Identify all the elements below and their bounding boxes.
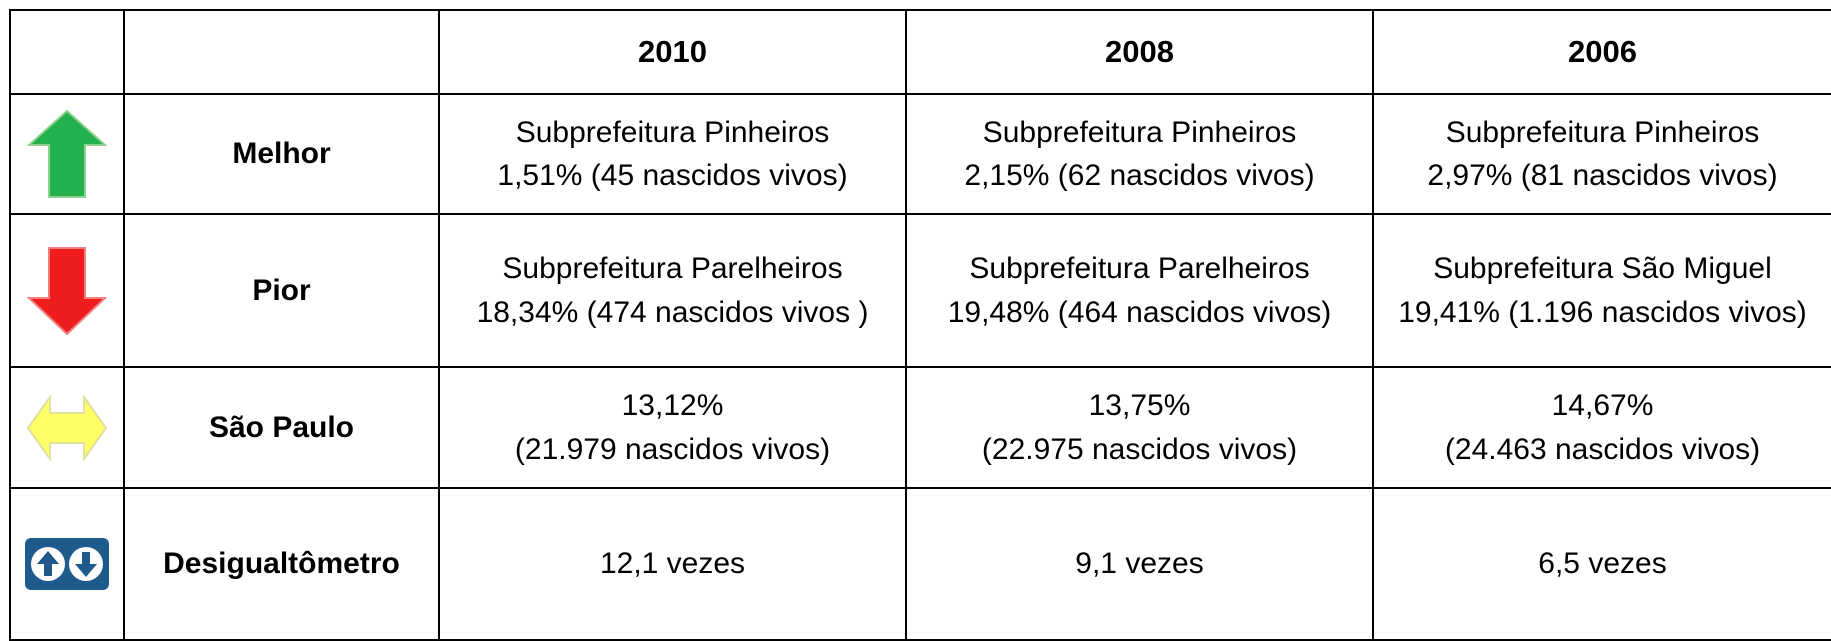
cell-line: (24.463 nascidos vivos)	[1444, 432, 1761, 466]
cell: 13,75% (22.975 nascidos vivos)	[905, 366, 1374, 489]
cell-line: 14,67%	[1551, 389, 1654, 422]
cell-line: 1,51% (45 nascidos vivos)	[497, 159, 848, 192]
row-label: Pior	[123, 213, 440, 368]
row: Desigualtômetro 12,1 vezes 9,1 vezes 6,5…	[9, 487, 1831, 641]
cell: 12,1 vezes	[438, 487, 907, 641]
header-cell: 2008	[905, 9, 1374, 95]
cell-line: 19,48% (464 nascidos vivos)	[947, 295, 1332, 329]
row-label: Melhor	[123, 93, 440, 215]
row: Melhor Subprefeitura Pinheiros 1,51% (45 …	[9, 93, 1831, 215]
cell-line: 13,12%	[621, 389, 724, 422]
icon-cell	[9, 366, 125, 489]
cell-line: 9,1 vezes	[1075, 547, 1204, 581]
cell: Subprefeitura São Miguel 19,41% (1.196 na…	[1372, 213, 1831, 368]
down-arrow-icon	[27, 246, 107, 335]
cell: Subprefeitura Parelheiros 19,48% (464 nas…	[905, 213, 1374, 368]
cell-line: 12,1 vezes	[599, 547, 746, 581]
up-arrow-icon	[27, 109, 107, 198]
cell-line: 2,15% (62 nascidos vivos)	[964, 159, 1315, 192]
cell: Subprefeitura Pinheiros 1,51% (45 nascido…	[438, 93, 907, 215]
header-row: 2010 2008 2006	[9, 9, 1831, 95]
cell: Subprefeitura Pinheiros 2,97% (81 nascido…	[1372, 93, 1831, 215]
cell-line: Subprefeitura Parelheiros	[502, 252, 843, 285]
cell-line: 6,5 vezes	[1538, 547, 1667, 581]
header-cell	[123, 9, 440, 95]
cell-line: 18,34% (474 nascidos vivos )	[476, 295, 869, 329]
icon-cell	[9, 93, 125, 215]
cell-line: Subprefeitura Pinheiros	[515, 115, 830, 149]
cell: 9,1 vezes	[905, 487, 1374, 641]
row: Pior Subprefeitura Parelheiros 18,34% (47…	[9, 213, 1831, 368]
cell: Subprefeitura Pinheiros 2,15% (62 nascido…	[905, 93, 1374, 215]
row-label: São Paulo	[123, 366, 440, 489]
header-cell	[9, 9, 125, 95]
cell-line: (21.979 nascidos vivos)	[514, 432, 831, 466]
cell-line: Subprefeitura Pinheiros	[1445, 115, 1760, 149]
inequality-icon	[25, 538, 109, 590]
cell-line: Subprefeitura Parelheiros	[969, 252, 1310, 285]
cell-line: 2,97% (81 nascidos vivos)	[1427, 159, 1778, 192]
header-cell: 2006	[1372, 9, 1831, 95]
cell: 14,67% (24.463 nascidos vivos)	[1372, 366, 1831, 489]
cell-line: 19,41% (1.196 nascidos vivos)	[1398, 295, 1807, 329]
row: São Paulo 13,12% (21.979 nascidos vivos) …	[9, 366, 1831, 489]
double-arrow-icon	[26, 394, 108, 461]
icon-cell	[9, 213, 125, 368]
cell: Subprefeitura Parelheiros 18,34% (474 nas…	[438, 213, 907, 368]
header-cell: 2010	[438, 9, 907, 95]
row-label: Desigualtômetro	[123, 487, 440, 641]
cell-line: Subprefeitura Pinheiros	[982, 115, 1297, 149]
cell: 13,12% (21.979 nascidos vivos)	[438, 366, 907, 489]
cell-line: (22.975 nascidos vivos)	[981, 432, 1298, 466]
data-table: 2010 2008 2006 Melhor Subprefeitura Pinh…	[9, 9, 1831, 641]
cell-line: Subprefeitura São Miguel	[1433, 252, 1772, 285]
cell-line: 13,75%	[1088, 389, 1191, 422]
icon-cell	[9, 487, 125, 641]
cell: 6,5 vezes	[1372, 487, 1831, 641]
